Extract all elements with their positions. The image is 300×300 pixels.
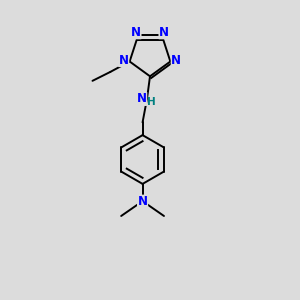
Text: N: N [171,53,181,67]
Text: N: N [119,53,129,67]
Text: N: N [138,195,148,208]
Text: N: N [137,92,147,105]
Text: N: N [159,26,169,39]
Text: N: N [131,26,141,39]
Text: H: H [146,97,155,107]
